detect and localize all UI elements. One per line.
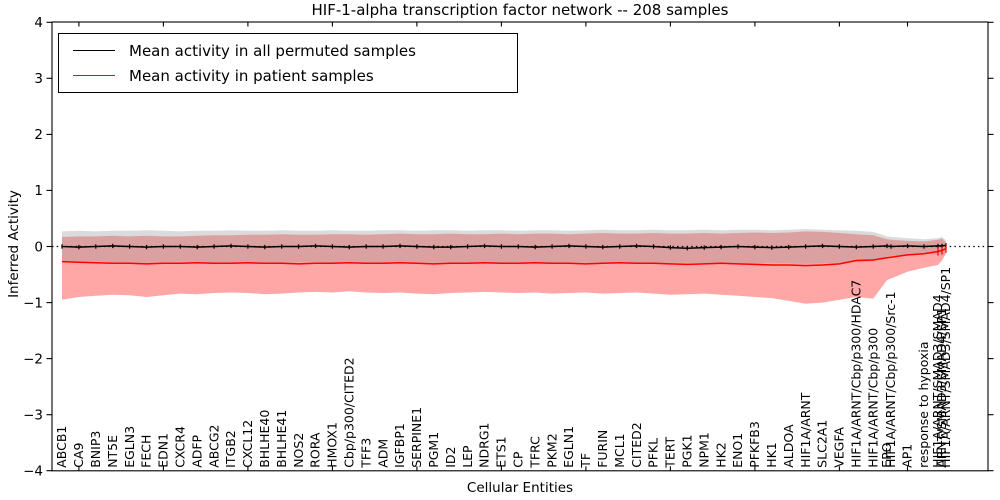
x-category-label: PKM2 — [544, 433, 559, 467]
x-category-label: ENO1 — [730, 433, 745, 468]
chart-title: HIF-1-alpha transcription factor network… — [311, 1, 729, 19]
x-category-label: SERPINE1 — [409, 407, 424, 468]
x-category-label: HMOX1 — [325, 422, 340, 468]
x-category-label: EGLN3 — [122, 426, 137, 468]
legend-line-patient-icon — [73, 75, 115, 76]
x-category-label: PGK1 — [680, 434, 695, 467]
x-category-label: response to hypoxia — [916, 341, 931, 467]
x-category-label: FECH — [139, 435, 154, 468]
x-category-label: TF — [578, 453, 593, 469]
x-category-label: CP — [511, 451, 526, 468]
x-category-label: PGM1 — [426, 432, 441, 468]
legend: Mean activity in all permuted samples Me… — [58, 33, 518, 93]
x-category-label: LEP — [460, 445, 475, 468]
x-category-label: AP1 — [900, 444, 915, 468]
y-tick-label: 2 — [34, 127, 43, 143]
x-category-label: HIF1A/ARNT/SMAD3/SMAD4/SP1 — [938, 267, 953, 468]
x-category-label: BHLHE41 — [274, 410, 289, 468]
x-category-label: TFRC — [527, 436, 542, 469]
y-tick-label: −3 — [23, 407, 43, 423]
x-category-label: HIF1A/ARNT/Cbp/p300/Src-1 — [883, 291, 898, 467]
x-category-label: HIF1A/ARNT/Cbp/p300/HDAC7 — [849, 280, 864, 468]
x-category-label: VEGFA — [832, 427, 847, 468]
x-category-label: CA9 — [71, 443, 86, 468]
x-category-label: HIF1A/ARNT/Cbp/p300 — [865, 328, 880, 468]
x-category-label: EGLN1 — [561, 426, 576, 468]
x-category-label: HIF1A/ARNT/SMAD3/SMAD4 — [930, 294, 945, 467]
x-category-label: NOS2 — [291, 433, 306, 468]
legend-item-permuted: Mean activity in all permuted samples — [59, 42, 517, 60]
legend-item-patient: Mean activity in patient samples — [59, 67, 517, 85]
x-category-label: NPM1 — [696, 432, 711, 468]
x-category-label: HIF1A/ARNT — [798, 392, 813, 468]
permuted-mean-line — [61, 244, 947, 249]
x-category-label: ID2 — [443, 447, 458, 468]
y-tick-label: −4 — [23, 464, 43, 480]
y-tick-label: 0 — [34, 239, 43, 255]
x-category-label: TERT — [663, 436, 678, 468]
y-tick-label: −2 — [23, 351, 43, 367]
x-category-label: ADM — [375, 439, 390, 468]
x-category-label: ITGB2 — [223, 430, 238, 468]
x-category-label: Cbp/p300/CITED2 — [342, 357, 357, 467]
x-category-label: CXCL12 — [240, 420, 255, 468]
x-axis-label: Cellular Entities — [466, 480, 574, 496]
x-category-label: PFKFB3 — [747, 421, 762, 468]
x-category-label: ABCB1 — [54, 426, 69, 468]
x-category-label: CITED2 — [629, 422, 644, 468]
x-category-label: EDN1 — [156, 433, 171, 468]
y-tick-label: 1 — [34, 183, 43, 199]
x-category-label: NDRG1 — [477, 422, 492, 467]
x-category-label: HK1 — [764, 442, 779, 468]
legend-line-permuted-icon — [73, 50, 115, 51]
x-category-label: CXCR4 — [173, 426, 188, 468]
x-category-label: PFKL — [646, 438, 661, 468]
y-tick-label: 3 — [34, 71, 43, 87]
x-category-label: BHLHE40 — [257, 410, 272, 468]
x-category-label: ARNT/SMAD3/SMAD4/SP1 — [934, 308, 949, 468]
patient-mean-line — [61, 248, 947, 267]
y-axis-label: Inferred Activity — [6, 190, 22, 298]
y-tick-label: 4 — [34, 15, 43, 31]
x-category-label: IGFBP1 — [392, 423, 407, 468]
x-category-label: ALDOA — [781, 424, 796, 468]
legend-label-permuted: Mean activity in all permuted samples — [129, 41, 416, 60]
x-category-label: ABCG2 — [206, 425, 221, 468]
x-category-label: RORA — [308, 432, 323, 468]
x-category-label: TFF3 — [358, 438, 373, 469]
x-category-label: ETS1 — [494, 436, 509, 467]
x-category-label: SLC2A1 — [815, 420, 830, 468]
x-category-label: FURIN — [595, 430, 610, 468]
x-category-label: HK2 — [713, 442, 728, 468]
patient-band — [62, 231, 946, 304]
x-category-label: NT5E — [105, 435, 120, 468]
legend-label-patient: Mean activity in patient samples — [129, 66, 374, 85]
x-category-label: MCL1 — [612, 433, 627, 467]
x-category-label: ADFP — [189, 434, 204, 467]
y-tick-label: −1 — [23, 295, 43, 311]
x-category-label: EPO — [879, 442, 894, 467]
x-category-label: BNIP3 — [88, 431, 103, 468]
